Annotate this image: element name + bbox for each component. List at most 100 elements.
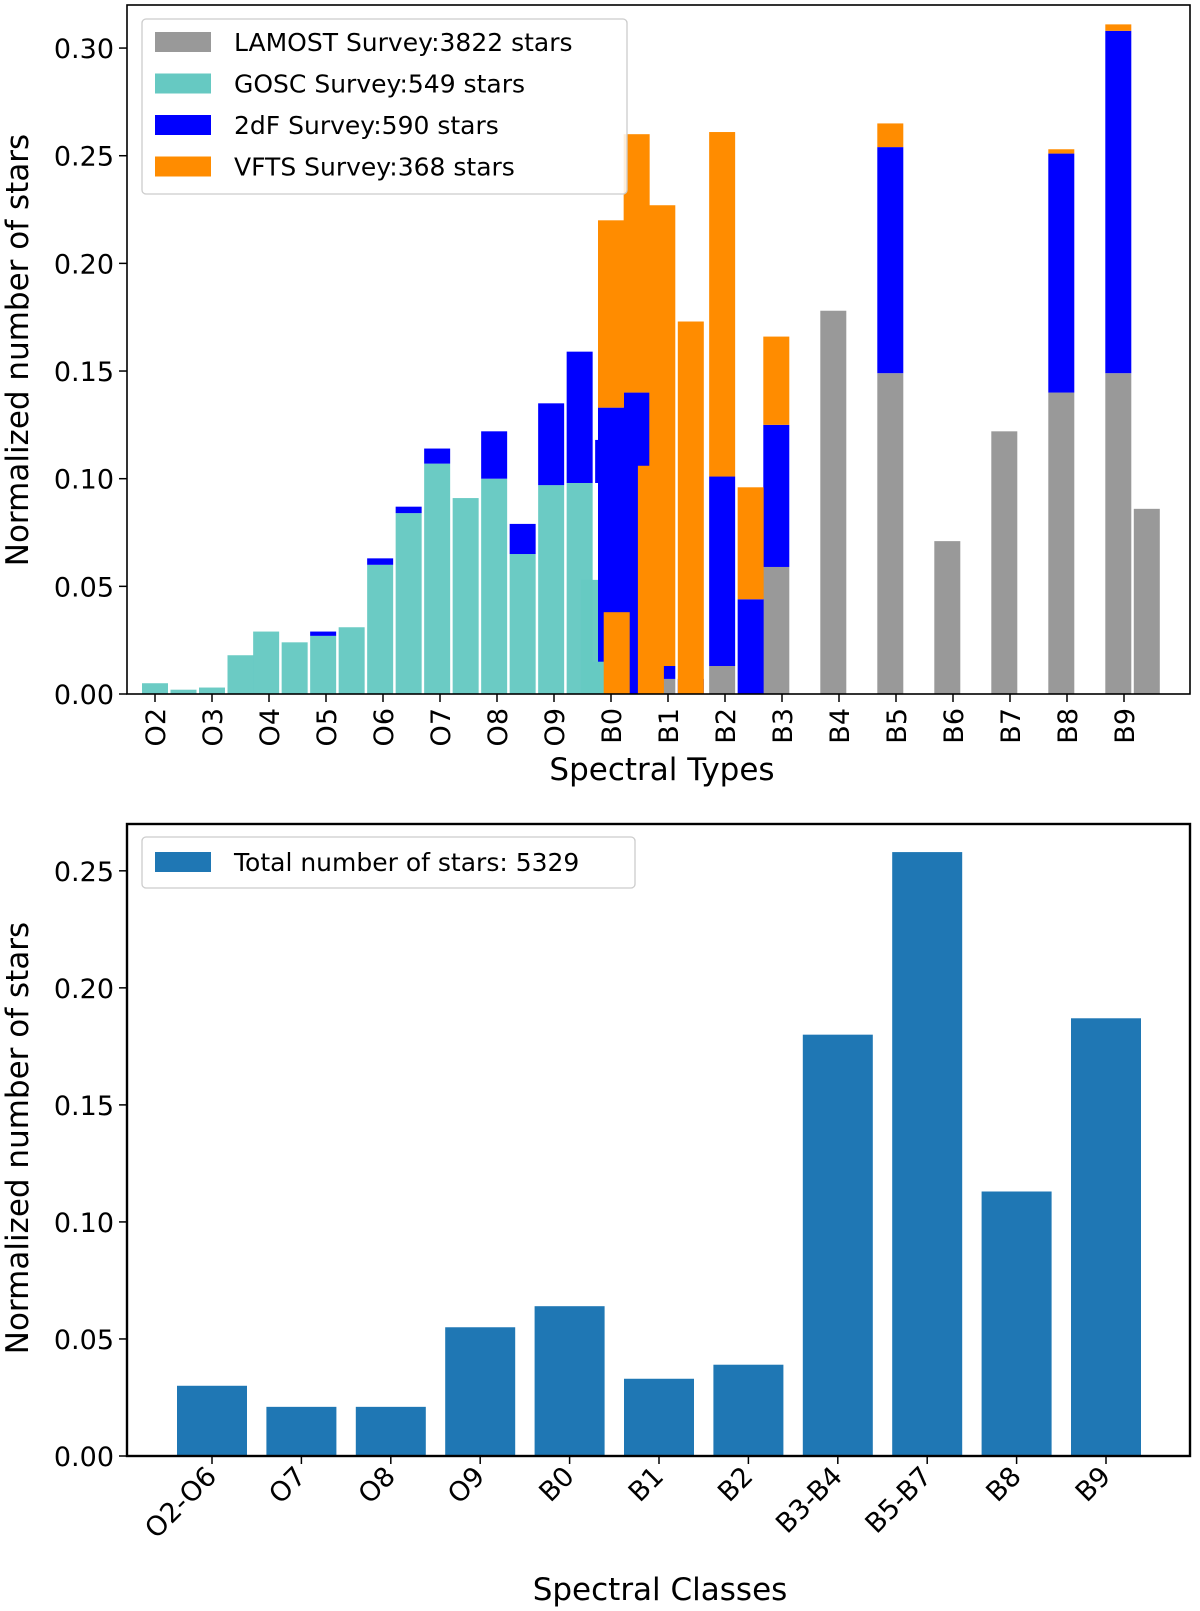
bar-2df-13 [709,476,736,667]
bar-vfts-5 [677,321,704,694]
bar-vfts-1 [603,612,630,694]
chart-spectral-classes: 0.00 0.05 0.10 0.15 0.20 0.25 O2-O6 O7 O8 O9 B0 B1… [0,822,1192,1608]
bars-top [142,24,1160,694]
x-tick-label: O8 [483,708,514,746]
bar-vfts-2 [623,134,650,393]
legend-box-bottom [141,836,636,889]
x-tick-label: O3 [198,708,229,746]
y-tick-label: 0.10 [54,1208,114,1239]
legend-label: 2dF Survey:590 stars [234,111,499,140]
bar-2df-16 [877,147,904,374]
y-tick-label: 0.15 [54,1091,114,1122]
x-tick-label: B7 [996,708,1027,744]
x-tick-label: O9 [442,1461,491,1510]
bar-b3-b4 [802,1034,873,1456]
bar-gosc-14 [538,485,565,694]
x-tick-label: O8 [353,1461,402,1510]
y-axis-title-top: Normalized number of stars [0,134,36,566]
bar-gosc-4 [253,631,280,694]
y-tick-label: 0.10 [54,465,114,496]
bar-o8 [355,1406,426,1456]
x-tick-label: B9 [1070,1461,1117,1508]
bar-lamost-7 [991,431,1018,694]
bar-gosc-8 [367,564,394,694]
x-tick-label: B0 [533,1461,580,1508]
legend-top: LAMOST Survey:3822 stars GOSC Survey:549 … [141,18,628,195]
x-tick-label: B2 [712,1461,759,1508]
x-axis-title-bottom: Spectral Classes [533,1572,788,1608]
bar-vfts-10 [1048,149,1075,154]
x-tick-label: B3 [768,708,799,744]
bar-2df-7 [566,351,593,483]
bar-vfts-11 [1105,24,1132,31]
x-tick-label: B8 [980,1461,1027,1508]
bar-o2-o6 [177,1385,247,1456]
bar-b2 [713,1364,784,1456]
y-tick-label: 0.25 [54,142,114,173]
y-tick-label: 0.00 [54,1442,114,1473]
legend-bottom: Total number of stars: 5329 [141,836,636,889]
bar-vfts-9 [877,123,904,148]
x-tick-label: B1 [654,708,685,744]
bar-2df-1 [367,558,394,565]
bar-2df-3 [424,448,451,464]
x-tick-label: O9 [540,708,571,746]
x-tick-label: B6 [939,708,970,744]
bars-bottom [177,852,1141,1456]
bar-b9 [1071,1018,1141,1456]
bar-gosc-3 [227,655,254,694]
legend-swatch [155,115,211,135]
bar-vfts-6 [709,132,736,477]
bar-2df-4 [481,431,508,479]
x-tick-label: B3-B4 [770,1461,849,1540]
bar-vfts-0 [598,220,624,408]
bar-lamost-9 [1105,373,1132,694]
bar-2df-17 [1048,153,1075,393]
bar-2df-6 [538,403,565,486]
x-tick-label: B4 [825,708,856,744]
bar-o9 [445,1327,516,1456]
bar-b1 [624,1378,694,1456]
y-tick-label: 0.20 [54,974,114,1005]
bar-lamost-5 [877,373,904,694]
bar-gosc-5 [281,642,308,694]
legend-swatch [155,156,211,177]
x-tick-label: O2-O6 [139,1461,223,1545]
bar-gosc-1 [170,689,197,694]
legend-label: LAMOST Survey:3822 stars [234,28,573,57]
x-ticks-top: O2 O3 O4 O5 O6 O7 O8 O9 B0 B1 B2 B3 B4 B5 B6 B7 B8 B9 [141,694,1141,746]
y-tick-label: 0.05 [54,1325,114,1356]
x-tick-label: B2 [711,708,742,744]
bar-gosc-10 [424,463,451,694]
bar-gosc-6 [310,635,337,694]
bar-2df-18 [1105,30,1132,374]
y-ticks-top: 0.00 0.05 0.10 0.15 0.20 0.25 0.30 [54,34,127,711]
legend-swatch [155,32,211,52]
x-tick-label: B9 [1110,708,1141,744]
x-tick-label: B8 [1053,708,1084,744]
bar-2df-2 [395,506,422,514]
y-axis-title-bottom: Normalized number of stars [0,922,36,1354]
y-ticks-bottom: 0.00 0.05 0.10 0.15 0.20 0.25 [54,857,127,1473]
bar-2df-15 [763,424,790,567]
bar-vfts-7 [737,487,764,600]
bar-2df-5 [509,523,536,555]
x-tick-label: B1 [623,1461,670,1508]
bar-gosc-11 [452,498,479,694]
bar-2df-14 [737,599,764,694]
bar-gosc-0 [142,683,168,694]
x-tick-label: O7 [263,1461,312,1510]
y-tick-label: 0.00 [54,680,114,711]
legend-label: Total number of stars: 5329 [233,848,579,877]
legend-label: GOSC Survey:549 stars [234,70,525,99]
y-tick-label: 0.05 [54,572,114,603]
bar-vfts-4 [649,205,676,667]
x-tick-label: B5 [882,708,913,744]
bar-lamost-8 [1048,392,1075,694]
legend-label: VFTS Survey:368 stars [234,153,515,182]
bar-gosc-13 [509,554,536,694]
bar-lamost-4 [820,310,847,694]
x-ticks-bottom: O2-O6 O7 O8 O9 B0 B1 B2 B3-B4 B5-B7 B8 B9 [139,1456,1117,1545]
bar-lamost-10 [1133,508,1160,694]
